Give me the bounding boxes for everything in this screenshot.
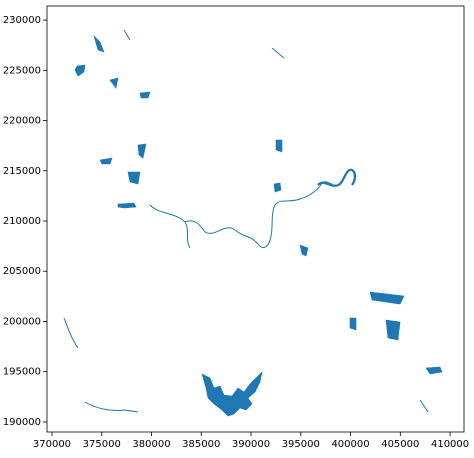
y-tick-label: 210000 <box>3 216 41 227</box>
river <box>149 169 355 249</box>
x-tick-label: 410000 <box>431 439 469 450</box>
lake <box>137 143 147 159</box>
creek <box>84 401 139 413</box>
lake <box>139 91 151 99</box>
x-tick-label: 405000 <box>381 439 419 450</box>
x-tick-label: 385000 <box>182 439 220 450</box>
lake <box>109 77 119 89</box>
y-tick-label: 195000 <box>3 367 41 378</box>
river <box>317 168 357 187</box>
x-tick-label: 375000 <box>83 439 121 450</box>
lake <box>74 64 86 77</box>
lake <box>349 317 357 331</box>
y-tick-label: 215000 <box>3 166 41 177</box>
y-tick-label: 225000 <box>3 65 41 76</box>
water-features <box>63 29 443 417</box>
lake <box>273 182 282 193</box>
x-tick-label: 395000 <box>282 439 320 450</box>
y-tick-label: 205000 <box>3 266 41 277</box>
creek <box>419 399 429 413</box>
axes-frame <box>46 5 465 433</box>
x-tick-label: 390000 <box>232 439 270 450</box>
lake <box>385 319 401 341</box>
lake <box>369 291 405 305</box>
creek <box>123 29 131 41</box>
lake <box>99 157 113 165</box>
lake <box>275 139 283 153</box>
y-tick-label: 190000 <box>3 417 41 428</box>
lake <box>93 34 105 53</box>
x-tick-label: 380000 <box>132 439 170 450</box>
lake <box>117 202 137 209</box>
lake <box>201 371 263 417</box>
creek <box>63 317 79 349</box>
x-tick-label: 400000 <box>331 439 369 450</box>
lake <box>299 244 309 257</box>
x-tick-label: 370000 <box>33 439 71 450</box>
y-tick-label: 220000 <box>3 116 41 127</box>
lake <box>127 171 141 185</box>
lake <box>425 366 443 375</box>
y-tick-label: 230000 <box>3 15 41 26</box>
y-tick-label: 200000 <box>3 316 41 327</box>
creek <box>271 47 285 59</box>
